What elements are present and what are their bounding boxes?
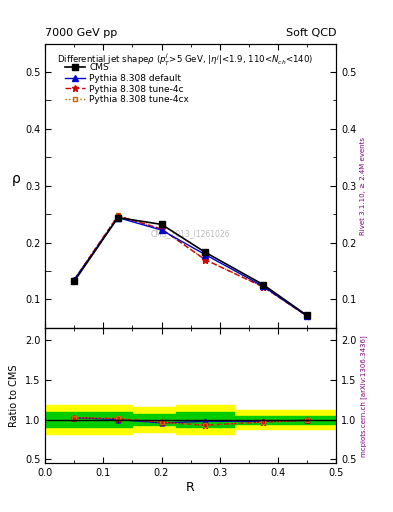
Pythia 8.308 default (116, 215, 120, 221)
Text: Differential jet shape$\rho$ ($p_T^j$>5 GeV, $|\eta^j|$<1.9, 110<$N_{ch}$<140): Differential jet shape$\rho$ ($p_T^j$>5 … (57, 52, 313, 68)
Line: Pythia 8.308 tune-4cx: Pythia 8.308 tune-4cx (72, 213, 309, 318)
Pythia 8.308 tune-4c (116, 213, 120, 219)
X-axis label: R: R (186, 481, 195, 494)
Line: CMS: CMS (71, 215, 310, 318)
Pythia 8.308 tune-4cx (261, 284, 266, 290)
CMS (203, 249, 208, 255)
Pythia 8.308 default (72, 276, 77, 283)
Pythia 8.308 tune-4cx (305, 313, 309, 319)
Pythia 8.308 tune-4c (305, 313, 309, 319)
CMS (72, 278, 77, 284)
Y-axis label: Rivet 3.1.10, ≥ 2.4M events: Rivet 3.1.10, ≥ 2.4M events (360, 137, 366, 234)
Y-axis label: Ratio to CMS: Ratio to CMS (9, 365, 19, 427)
Pythia 8.308 tune-4c (72, 276, 77, 283)
Text: CMS_2013_I1261026: CMS_2013_I1261026 (151, 229, 230, 239)
Y-axis label: ρ: ρ (12, 172, 21, 186)
Line: Pythia 8.308 default: Pythia 8.308 default (72, 215, 310, 319)
Y-axis label: mcplots.cern.ch [arXiv:1306.3436]: mcplots.cern.ch [arXiv:1306.3436] (360, 335, 367, 457)
Pythia 8.308 tune-4c (159, 226, 164, 232)
Line: Pythia 8.308 tune-4c: Pythia 8.308 tune-4c (71, 212, 310, 319)
CMS (159, 221, 164, 227)
CMS (305, 312, 309, 318)
Legend: CMS, Pythia 8.308 default, Pythia 8.308 tune-4c, Pythia 8.308 tune-4cx: CMS, Pythia 8.308 default, Pythia 8.308 … (61, 59, 193, 108)
Pythia 8.308 tune-4cx (203, 257, 208, 263)
Pythia 8.308 default (305, 313, 309, 319)
Text: Soft QCD: Soft QCD (286, 28, 336, 38)
Pythia 8.308 tune-4c (203, 257, 208, 263)
Pythia 8.308 default (203, 251, 208, 258)
CMS (116, 215, 120, 221)
Pythia 8.308 tune-4cx (116, 212, 120, 219)
Pythia 8.308 default (159, 227, 164, 233)
Text: 7000 GeV pp: 7000 GeV pp (45, 28, 118, 38)
Pythia 8.308 default (261, 283, 266, 289)
CMS (261, 282, 266, 288)
Pythia 8.308 tune-4cx (159, 226, 164, 232)
Pythia 8.308 tune-4c (261, 284, 266, 290)
Pythia 8.308 tune-4cx (72, 276, 77, 283)
